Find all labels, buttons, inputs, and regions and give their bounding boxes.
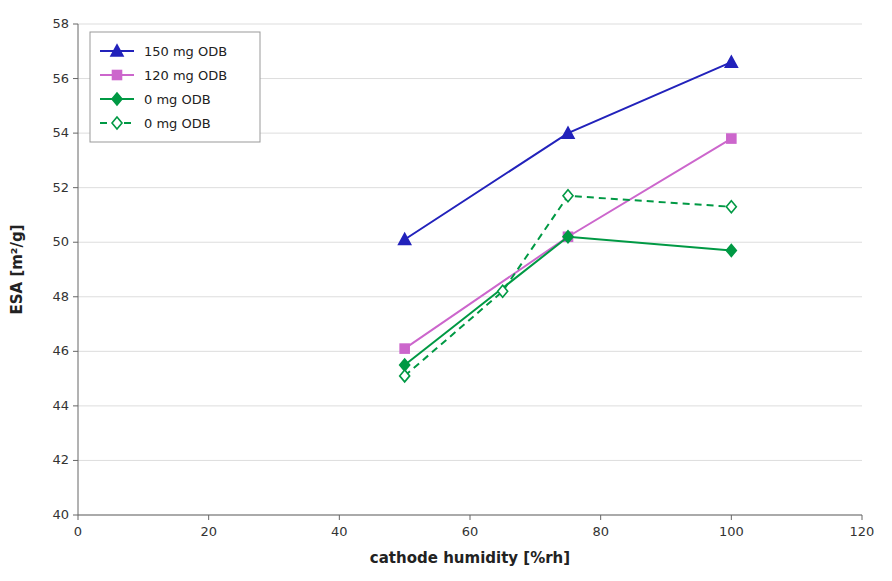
- legend-label: 0 mg ODB: [144, 92, 211, 107]
- series-line: [405, 139, 732, 349]
- y-tick-label: 50: [52, 234, 69, 249]
- y-tick-label: 58: [52, 16, 69, 31]
- grid-line: [78, 405, 862, 406]
- x-tick-label: 100: [719, 524, 744, 539]
- chart: 40 42 44 46 48 50 52 54 56 58 0 20 40 60 80 100 120 catho…: [0, 0, 892, 581]
- y-tick: [73, 351, 78, 352]
- series-line: [405, 196, 732, 376]
- point-marker: [400, 370, 410, 382]
- y-tick-label: 44: [52, 398, 69, 413]
- y-tick: [73, 515, 78, 516]
- y-axis-line: [78, 24, 79, 515]
- grid-line: [78, 24, 862, 25]
- y-tick-label: 56: [52, 71, 69, 86]
- point-marker: [563, 231, 573, 243]
- y-tick-label: 52: [52, 180, 69, 195]
- legend-label: 0 mg ODB: [144, 116, 211, 131]
- y-axis-title: ESA [m²/g]: [8, 224, 26, 314]
- x-tick-label: 80: [592, 524, 609, 539]
- y-tick: [73, 405, 78, 406]
- x-tick-label: 60: [462, 524, 479, 539]
- x-tick-label: 20: [200, 524, 217, 539]
- y-tick: [73, 78, 78, 79]
- y-tick-label: 48: [52, 289, 69, 304]
- y-tick: [73, 296, 78, 297]
- point-marker: [498, 285, 508, 297]
- point-marker: [563, 190, 573, 202]
- grid-line: [78, 242, 862, 243]
- point-marker: [726, 201, 736, 213]
- legend-swatch-marker: [112, 93, 122, 105]
- grid-line: [78, 296, 862, 297]
- y-tick-label: 46: [52, 343, 69, 358]
- point-marker: [727, 134, 736, 143]
- legend-swatch-marker: [112, 117, 122, 129]
- grid-line: [78, 351, 862, 352]
- legend-frame: [90, 32, 260, 142]
- legend-swatch-marker: [111, 45, 123, 56]
- grid-line: [78, 187, 862, 188]
- point-marker: [562, 127, 574, 138]
- grid-line: [78, 460, 862, 461]
- y-tick: [73, 24, 78, 25]
- point-marker: [726, 244, 736, 256]
- x-tick-label: 0: [74, 524, 82, 539]
- x-axis-line: [78, 515, 862, 516]
- x-tick: [862, 515, 863, 520]
- y-tick: [73, 242, 78, 243]
- legend-label: 150 mg ODB: [144, 44, 227, 59]
- series-line: [405, 237, 732, 365]
- point-marker: [400, 344, 409, 353]
- axes: 40 42 44 46 48 50 52 54 56 58 0 20 40 60 80 100 120: [52, 16, 874, 539]
- legend-swatch-marker: [113, 71, 122, 80]
- plot-area: [399, 56, 738, 382]
- x-tick: [339, 515, 340, 520]
- grid-line: [78, 515, 862, 516]
- x-tick: [470, 515, 471, 520]
- legend-label: 120 mg ODB: [144, 68, 227, 83]
- legend: 150 mg ODB 120 mg ODB 0 mg ODB 0 mg ODB: [90, 32, 260, 142]
- y-tick: [73, 133, 78, 134]
- point-marker: [725, 56, 737, 67]
- y-tick-label: 42: [52, 452, 69, 467]
- x-tick: [208, 515, 209, 520]
- point-marker: [399, 233, 411, 244]
- y-tick-label: 40: [52, 507, 69, 522]
- y-tick: [73, 460, 78, 461]
- x-tick-label: 40: [331, 524, 348, 539]
- x-tick: [600, 515, 601, 520]
- series-line: [405, 62, 732, 239]
- x-axis-title: cathode humidity [%rh]: [370, 549, 570, 567]
- y-tick: [73, 187, 78, 188]
- y-tick-label: 54: [52, 125, 69, 140]
- x-tick: [78, 515, 79, 520]
- x-tick: [731, 515, 732, 520]
- grid: [78, 24, 862, 515]
- x-tick-label: 120: [850, 524, 875, 539]
